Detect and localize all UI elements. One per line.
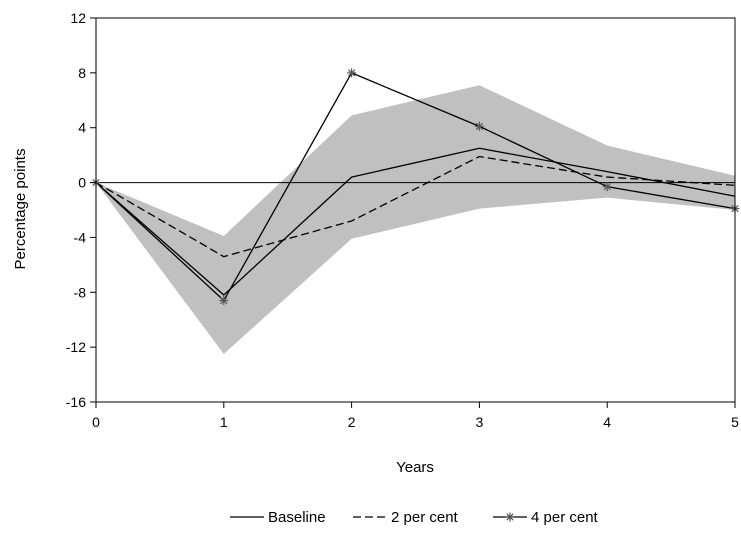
series-point-4-per-cent — [474, 121, 484, 131]
y-tick-label: -8 — [74, 284, 87, 300]
y-tick-label: 8 — [78, 65, 86, 81]
series-point-4-per-cent — [219, 296, 229, 306]
y-tick-label: -12 — [66, 339, 86, 355]
series-point-4-per-cent — [347, 68, 357, 78]
series-line-2-per-cent — [95, 155, 736, 258]
y-tick-label: 0 — [78, 175, 86, 191]
confidence-band — [96, 85, 735, 354]
x-tick-label: 2 — [348, 414, 356, 430]
series-line-4-per-cent — [95, 72, 736, 302]
legend-label-baseline: Baseline — [268, 509, 326, 526]
x-tick-label: 5 — [731, 414, 739, 430]
legend-label-2-per-cent: 2 per cent — [391, 509, 459, 526]
series-line-baseline — [95, 147, 736, 296]
x-axis-title: Years — [396, 459, 434, 476]
x-tick-label: 3 — [476, 414, 484, 430]
y-tick-label: 12 — [70, 10, 86, 26]
y-tick-label: -4 — [74, 229, 87, 245]
y-tick-label: 4 — [78, 120, 86, 136]
x-tick-label: 4 — [603, 414, 611, 430]
x-tick-label: 0 — [92, 414, 100, 430]
y-axis-title: Percentage points — [12, 149, 29, 270]
legend-marker-4-per-cent — [505, 512, 515, 522]
legend: Baseline 2 per cent 4 per cent — [230, 509, 599, 526]
legend-label-4-per-cent: 4 per cent — [531, 509, 599, 526]
series-point-4-per-cent — [602, 182, 612, 192]
y-tick-label: -16 — [66, 394, 86, 410]
x-tick-label: 1 — [220, 414, 228, 430]
plot-frame — [95, 17, 736, 403]
